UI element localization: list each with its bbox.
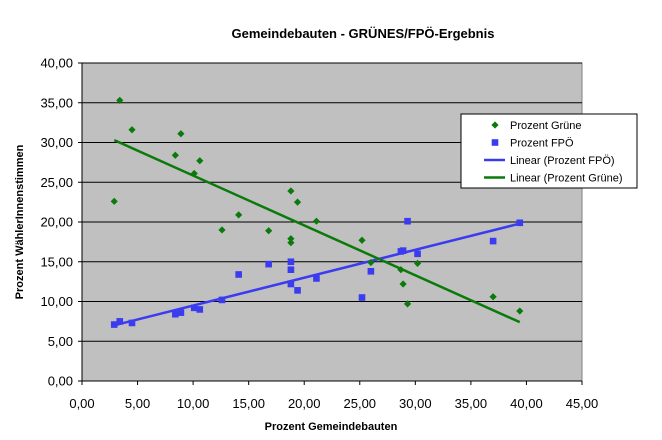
- gruene-point: [312, 217, 321, 225]
- x-tick-label: 15,00: [232, 396, 265, 411]
- legend-item-fpoe-swatch: [491, 139, 499, 146]
- fpoe-point: [313, 275, 320, 282]
- gruene-point: [171, 151, 179, 159]
- gruene-point: [287, 187, 295, 195]
- x-tick-label: 5,00: [125, 396, 150, 411]
- x-tick-label: 35,00: [455, 396, 488, 411]
- legend-box: [460, 113, 638, 189]
- fpoe-point: [265, 260, 272, 268]
- fpoe-point: [128, 319, 136, 327]
- fpoe-point: [404, 217, 411, 225]
- fpoe-point: [218, 296, 226, 304]
- fpoe-point: [172, 310, 179, 318]
- gruene-point: [196, 157, 204, 165]
- gruene-point: [367, 258, 375, 267]
- fpoe-point: [235, 271, 242, 278]
- y-tick-label: 5,00: [48, 334, 73, 349]
- y-tick-label: 15,00: [40, 254, 73, 269]
- gruene-point: [399, 280, 407, 288]
- gruene-point: [489, 293, 497, 301]
- trendline-0: [113, 222, 521, 327]
- x-tick-label: 25,00: [344, 396, 377, 411]
- y-tick-label: 20,00: [40, 215, 73, 230]
- x-tick-label: 30,00: [399, 396, 432, 411]
- gruene-point: [293, 198, 302, 206]
- fpoe-point: [287, 266, 295, 273]
- legend-item-gruene-swatch: [491, 121, 499, 129]
- x-tick-labels: 0,00 5,00 10,00 15,00 20,00 25,00 30,00 35,00 40…: [69, 381, 598, 411]
- gruene-point: [128, 126, 136, 134]
- trendline-1: [113, 138, 521, 324]
- data-markers: [110, 96, 524, 328]
- gruene-point: [177, 130, 185, 138]
- x-tick-label: 45,00: [566, 396, 599, 411]
- legend-item-gruene-label: Prozent Grüne: [510, 120, 582, 132]
- x-tick-label: 10,00: [177, 396, 210, 411]
- fpoe-point: [399, 247, 407, 254]
- gruene-point: [287, 235, 295, 243]
- fpoe-point: [110, 321, 118, 328]
- legend-item-fpoe-label: Prozent FPÖ: [510, 138, 574, 150]
- legend-item-linear-gruene-label: Linear (Prozent Grüne): [510, 173, 623, 185]
- x-axis-title: Prozent Gemeindebauten: [265, 421, 398, 433]
- y-axis-title: Prozent WählerInnenstimmen: [14, 144, 26, 299]
- fpoe-point: [190, 304, 198, 312]
- fpoe-point: [294, 287, 301, 294]
- y-tick-label: 35,00: [40, 95, 73, 110]
- y-tick-label: 10,00: [40, 294, 73, 309]
- y-tick-label: 25,00: [40, 175, 73, 190]
- gruene-point: [190, 169, 198, 178]
- fpoe-point: [177, 309, 185, 316]
- fpoe-point: [516, 219, 524, 227]
- gruene-point: [516, 307, 524, 315]
- gruene-point: [358, 236, 366, 244]
- fpoe-point: [116, 318, 124, 325]
- x-tick-label: 40,00: [510, 396, 543, 411]
- legend-item-linear-fpoe-label: Linear (Prozent FPÖ): [510, 155, 615, 167]
- fpoe-point: [358, 294, 366, 301]
- fpoe-point: [287, 280, 295, 288]
- gruene-point: [287, 239, 295, 247]
- gruene-point: [110, 197, 118, 205]
- gruene-point: [235, 211, 243, 219]
- gruene-point: [397, 266, 405, 274]
- gruene-point: [265, 227, 273, 235]
- gruene-point: [413, 259, 422, 267]
- legend: Prozent Grüne Prozent FPÖ Linear (Prozent …: [460, 113, 638, 189]
- trendlines: [113, 138, 521, 327]
- fpoe-point: [414, 250, 421, 258]
- y-tick-label: 40,00: [40, 56, 73, 71]
- chart-title: Gemeindebauten - GRÜNES/FPÖ-Ergebnis: [232, 26, 495, 41]
- fpoe-point: [287, 258, 295, 266]
- x-tick-label: 20,00: [288, 396, 321, 411]
- fpoe-point: [367, 267, 375, 275]
- gruene-point: [116, 96, 124, 104]
- fpoe-point: [196, 306, 204, 313]
- fpoe-point: [489, 237, 497, 245]
- gruene-point: [403, 300, 412, 308]
- y-tick-label: 30,00: [40, 135, 73, 150]
- y-tick-labels: 0,00 5,00 10,00 15,00 20,00 25,00 30,00 35,00 40…: [40, 56, 82, 389]
- gruene-point: [218, 226, 226, 234]
- y-tick-label: 0,00: [48, 374, 73, 389]
- x-tick-label: 0,00: [69, 396, 94, 411]
